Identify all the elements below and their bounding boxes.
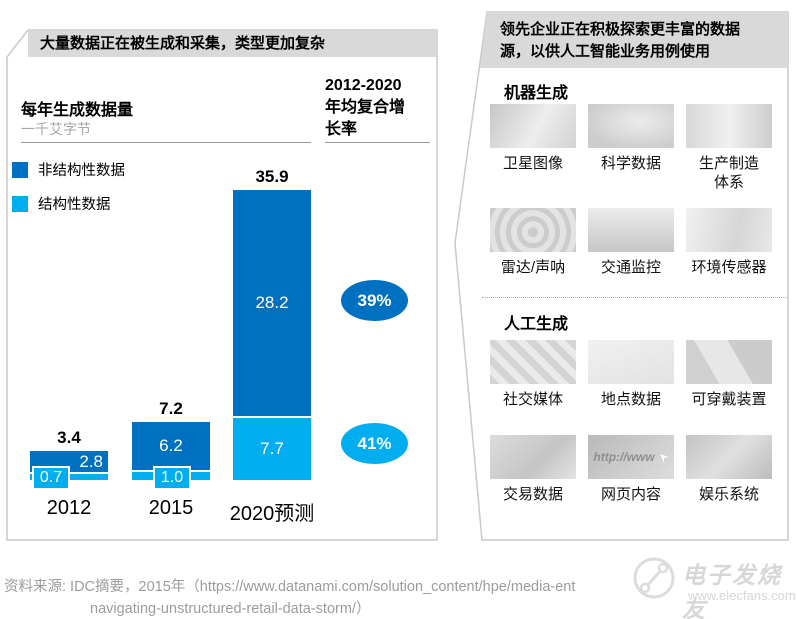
section-divider xyxy=(482,297,788,298)
data-source-item: 娱乐系统 xyxy=(686,435,772,504)
data-source-item: 交易数据 xyxy=(490,435,576,504)
bar-total-label: 35.9 xyxy=(255,167,289,186)
bar-total-label: 3.4 xyxy=(57,428,81,447)
section-heading-human-generated: 人工生成 xyxy=(504,316,569,333)
chart-title-underline xyxy=(21,142,311,143)
watermark-site: www.elecfans.com xyxy=(688,588,796,603)
legend-swatch-unstructured xyxy=(12,161,28,178)
manufacturing-systems-thumbnail xyxy=(686,104,772,148)
watermark-brand: 电子发烧友 xyxy=(682,562,782,619)
chart-title: 每年生成数据量 xyxy=(21,102,134,119)
entertainment-systems-thumbnail xyxy=(686,435,772,479)
data-source-label: 科学数据 xyxy=(600,155,661,172)
data-source-label: 网页内容 xyxy=(600,486,661,503)
legend-label-structured: 结构性数据 xyxy=(38,197,111,213)
watermark: 电子发烧友 www.elecfans.com xyxy=(628,550,797,619)
data-source-item: http://www ➤ 网页内容 xyxy=(588,435,674,504)
data-source-item: 科学数据 xyxy=(588,104,674,192)
web-content-thumbnail: http://www ➤ xyxy=(588,435,674,479)
source-citation-line2: navigating-unstructured-retail-data-stor… xyxy=(90,601,371,617)
bar-segment-unstructured: 28.2 xyxy=(233,190,311,418)
source-citation-line1: 资料来源: IDC摘要，2015年（https://www.datanami.c… xyxy=(4,579,576,595)
bar-segment-structured: 7.7 xyxy=(233,418,311,480)
legend-item-structured: 结构性数据 xyxy=(12,193,111,214)
traffic-monitoring-thumbnail xyxy=(588,208,674,252)
data-source-item: 可穿戴装置 xyxy=(686,340,772,409)
web-url-text: http://www xyxy=(593,450,655,464)
data-source-label: 娱乐系统 xyxy=(698,486,759,503)
cagr-badge: 41% xyxy=(341,423,408,464)
data-source-label: 交通监控 xyxy=(600,259,661,276)
cagr-badge: 39% xyxy=(341,280,408,321)
data-source-item: 地点数据 xyxy=(588,340,674,409)
location-data-thumbnail xyxy=(588,340,674,384)
data-source-label: 社交媒体 xyxy=(502,391,563,408)
chart-unit-label: 一千艾字节 xyxy=(21,121,91,137)
cagr-column-title: 2012-2020 年均复合增 长率 xyxy=(325,77,406,138)
data-source-label: 可穿戴装置 xyxy=(691,391,767,408)
bar-segment-unstructured: 6.2 xyxy=(132,422,210,472)
radar-sonar-thumbnail xyxy=(490,208,576,252)
bar-total-label: 7.2 xyxy=(159,399,183,418)
data-source-label: 生产制造 体系 xyxy=(698,155,759,191)
legend-swatch-structured xyxy=(12,195,28,212)
data-source-item: 生产制造 体系 xyxy=(686,104,772,192)
data-source-item: 卫星图像 xyxy=(490,104,576,192)
data-source-item: 雷达/声呐 xyxy=(490,208,576,277)
section-heading-machine-generated: 机器生成 xyxy=(504,85,569,102)
scientific-data-thumbnail xyxy=(588,104,674,148)
data-source-item: 社交媒体 xyxy=(490,340,576,409)
data-source-label: 环境传感器 xyxy=(691,259,767,276)
legend-label-unstructured: 非结构性数据 xyxy=(38,163,125,179)
social-media-thumbnail xyxy=(490,340,576,384)
bar-label-structured-callout: 0.7 xyxy=(32,466,70,490)
left-card-title: 大量数据正在被生成和采集，类型更加复杂 xyxy=(40,35,326,52)
legend-item-unstructured: 非结构性数据 xyxy=(12,159,125,180)
cagr-title-underline xyxy=(325,142,430,143)
human-generated-grid: 社交媒体 地点数据 可穿戴装置 交易数据 http://www ➤ 网页内容 娱… xyxy=(490,340,772,504)
right-card-title: 领先企业正在积极探索更丰富的数据 源，以供人工智能业务用例使用 xyxy=(500,21,741,60)
data-source-label: 交易数据 xyxy=(502,486,563,503)
x-axis-category-label: 2015 xyxy=(148,497,194,519)
data-source-item: 环境传感器 xyxy=(686,208,772,277)
left-card-header: 大量数据正在被生成和采集，类型更加复杂 xyxy=(28,30,437,57)
machine-generated-grid: 卫星图像 科学数据 生产制造 体系 雷达/声呐 交通监控 环境传感器 xyxy=(490,104,772,277)
data-source-label: 卫星图像 xyxy=(502,155,563,172)
elecfans-logo-icon xyxy=(633,557,675,599)
environmental-sensor-thumbnail xyxy=(686,208,772,252)
cursor-arrow-icon: ➤ xyxy=(653,448,672,467)
transaction-data-thumbnail xyxy=(490,435,576,479)
right-card-header-bg xyxy=(480,12,788,68)
x-axis-category-label: 2020预测 xyxy=(229,503,315,525)
data-source-label: 雷达/声呐 xyxy=(500,259,566,276)
wearables-thumbnail xyxy=(686,340,772,384)
satellite-imagery-thumbnail xyxy=(490,104,576,148)
data-source-label: 地点数据 xyxy=(600,391,661,408)
bar-label-structured-callout: 1.0 xyxy=(153,466,191,490)
data-source-item: 交通监控 xyxy=(588,208,674,277)
x-axis-category-label: 2012 xyxy=(46,497,92,519)
